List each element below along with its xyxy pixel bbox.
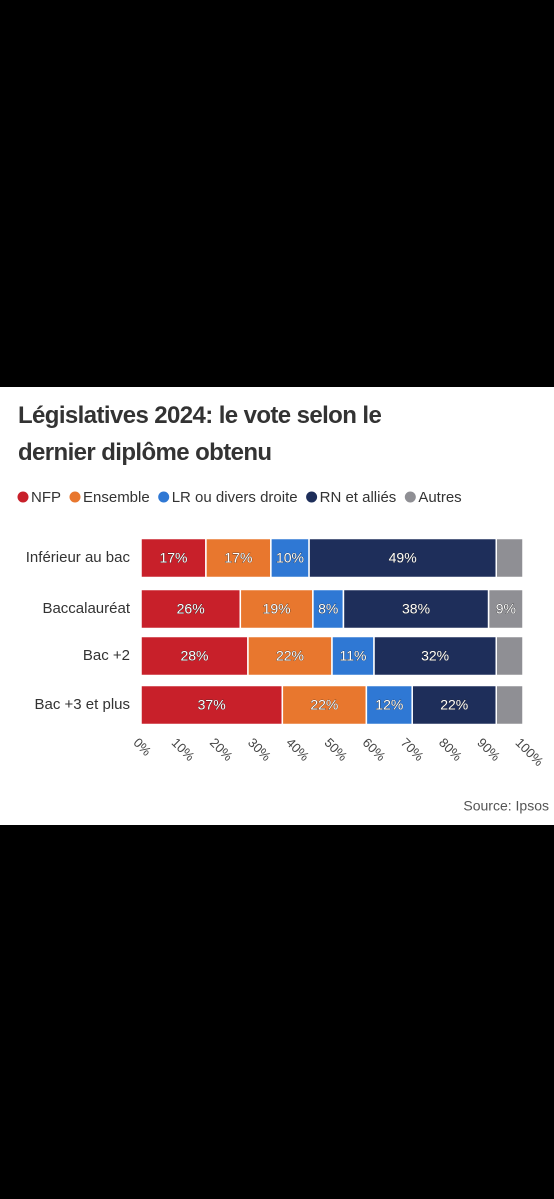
bar-segment	[140, 635, 249, 677]
x-tick-label: 10%	[169, 735, 198, 764]
bar-segment	[140, 537, 207, 579]
data-label: 22%	[276, 648, 304, 664]
source: Source: Ipsos	[463, 798, 549, 814]
bar-segment	[495, 537, 524, 579]
y-tick-label: Bac +3 et plus	[35, 696, 130, 713]
data-label: 10%	[276, 550, 304, 566]
legend-marker	[17, 491, 29, 503]
data-label: 26%	[177, 601, 205, 617]
bar-segment	[308, 537, 498, 579]
x-tick-label: 40%	[283, 735, 312, 764]
bar-segment	[140, 684, 284, 726]
x-tick-label: 20%	[207, 735, 236, 764]
data-label: 12%	[375, 697, 403, 713]
legend-marker	[306, 491, 318, 503]
legend-marker	[158, 491, 170, 503]
x-tick-label: 90%	[474, 735, 503, 764]
data-label: 22%	[440, 697, 468, 713]
x-tick-label: 50%	[321, 735, 350, 764]
x-tick-label: 30%	[245, 735, 274, 764]
bar-segment	[331, 635, 375, 677]
legend-marker	[404, 491, 416, 503]
chart: NFP Ensemble LR ou divers droite RN et alli…	[17, 489, 549, 814]
y-tick-label: Inférieur au bac	[26, 549, 131, 566]
data-label: 49%	[389, 550, 417, 566]
data-label: 9%	[496, 601, 516, 617]
x-tick-label: 70%	[398, 735, 427, 764]
data-label: 22%	[310, 697, 338, 713]
bar-segment	[411, 684, 498, 726]
data-label: 11%	[340, 648, 367, 664]
data-label: 8%	[318, 601, 338, 617]
chart-title: Législatives 2024: le vote selon le dern…	[18, 402, 382, 466]
legend-label: Ensemble	[83, 489, 150, 506]
data-label: 17%	[159, 550, 187, 566]
bar-segment	[373, 635, 498, 677]
x-tick-label: 100%	[512, 735, 546, 769]
bar-segment	[140, 588, 242, 630]
bar-segment	[495, 684, 524, 726]
data-label: 19%	[263, 601, 291, 617]
legend-marker	[69, 491, 81, 503]
bar-segment	[239, 588, 314, 630]
data-label: 32%	[421, 648, 449, 664]
chart-card: Législatives 2024: le vote selon le dern…	[0, 387, 554, 825]
bar-segment	[247, 635, 333, 677]
data-label: 38%	[402, 601, 430, 617]
bar-segment	[342, 588, 490, 630]
legend-label: LR ou divers droite	[172, 489, 298, 506]
y-tick-label: Baccalauréat	[42, 600, 130, 617]
y-tick-label: Bac +2	[83, 647, 130, 664]
data-label: 28%	[180, 648, 208, 664]
legend-label: Autres	[418, 489, 461, 506]
bar-segment	[487, 588, 524, 630]
x-tick-label: 0%	[130, 735, 154, 759]
bar-segment	[495, 635, 524, 677]
x-tick-label: 60%	[360, 735, 389, 764]
x-tick-label: 80%	[436, 735, 465, 764]
data-label: 17%	[224, 550, 252, 566]
data-label: 37%	[198, 697, 226, 713]
legend-label: RN et alliés	[320, 489, 397, 506]
legend-label: NFP	[31, 489, 61, 506]
